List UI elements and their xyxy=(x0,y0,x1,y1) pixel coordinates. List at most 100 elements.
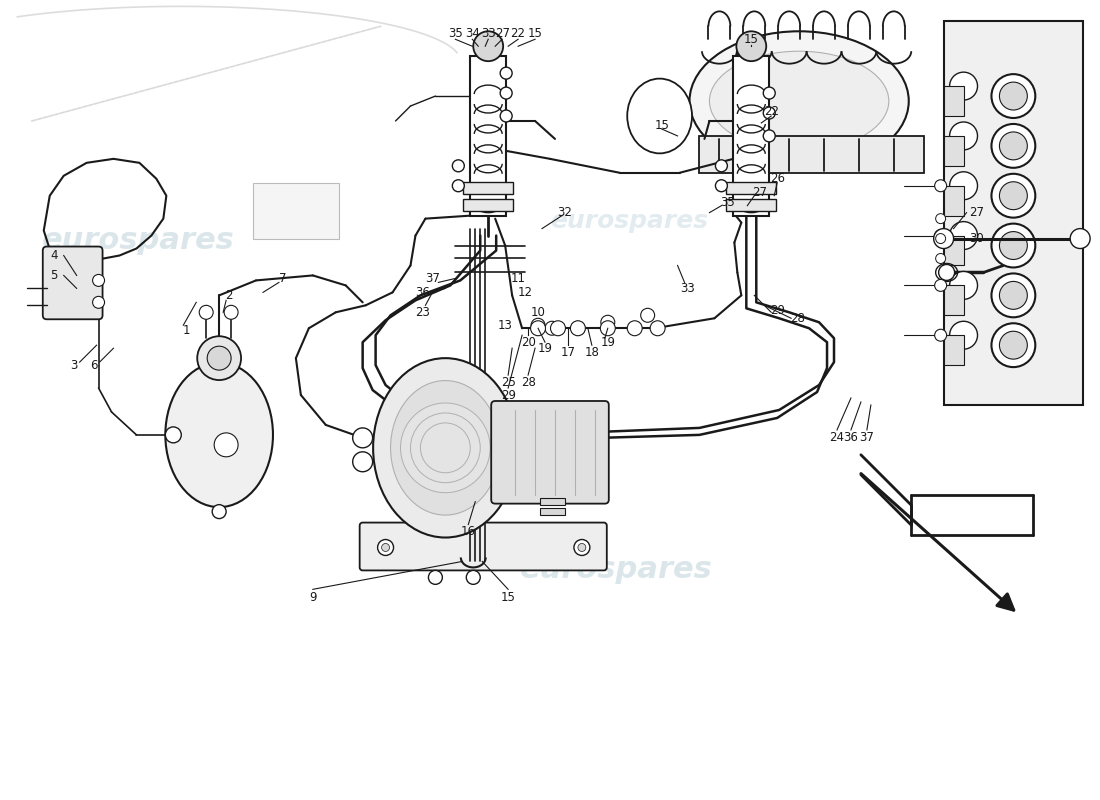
Ellipse shape xyxy=(390,381,501,515)
Polygon shape xyxy=(944,235,964,266)
Circle shape xyxy=(1000,331,1027,359)
Text: 9: 9 xyxy=(309,591,317,604)
Circle shape xyxy=(949,172,978,200)
Circle shape xyxy=(991,323,1035,367)
Text: 35: 35 xyxy=(720,196,735,209)
Circle shape xyxy=(165,427,182,443)
Text: 22: 22 xyxy=(763,105,779,118)
Polygon shape xyxy=(944,286,964,315)
Circle shape xyxy=(578,543,586,551)
FancyBboxPatch shape xyxy=(360,522,607,570)
Polygon shape xyxy=(700,136,924,173)
Text: 13: 13 xyxy=(497,318,513,332)
Polygon shape xyxy=(944,186,964,216)
Circle shape xyxy=(949,72,978,100)
Text: 1: 1 xyxy=(183,324,190,337)
Circle shape xyxy=(224,306,238,319)
Circle shape xyxy=(452,160,464,172)
Circle shape xyxy=(949,222,978,250)
Circle shape xyxy=(500,67,513,79)
Polygon shape xyxy=(944,136,964,166)
Ellipse shape xyxy=(373,358,518,538)
Circle shape xyxy=(530,321,546,336)
Circle shape xyxy=(736,31,767,61)
Ellipse shape xyxy=(690,31,909,170)
Polygon shape xyxy=(726,198,777,210)
Polygon shape xyxy=(253,182,339,238)
Circle shape xyxy=(1000,282,1027,310)
Circle shape xyxy=(92,274,104,286)
Polygon shape xyxy=(471,56,506,216)
Circle shape xyxy=(1000,182,1027,210)
Circle shape xyxy=(466,570,481,584)
Circle shape xyxy=(420,423,471,473)
Circle shape xyxy=(428,570,442,584)
Text: 17: 17 xyxy=(560,346,575,358)
Circle shape xyxy=(377,539,394,555)
Circle shape xyxy=(1070,229,1090,249)
Circle shape xyxy=(410,413,481,482)
Text: 12: 12 xyxy=(518,286,532,299)
Text: 26: 26 xyxy=(770,172,784,186)
Text: eurospares: eurospares xyxy=(42,226,234,255)
Text: 11: 11 xyxy=(510,272,526,285)
Text: 10: 10 xyxy=(530,306,546,319)
Circle shape xyxy=(500,87,513,99)
Text: 15: 15 xyxy=(654,119,669,133)
Circle shape xyxy=(991,274,1035,318)
Circle shape xyxy=(601,315,615,330)
Text: 34: 34 xyxy=(465,26,480,40)
Polygon shape xyxy=(463,182,513,194)
Circle shape xyxy=(763,87,776,99)
Circle shape xyxy=(949,271,978,299)
Circle shape xyxy=(936,234,946,243)
Polygon shape xyxy=(540,498,565,505)
Circle shape xyxy=(1000,231,1027,259)
Circle shape xyxy=(991,174,1035,218)
Text: 29: 29 xyxy=(500,389,516,402)
Text: 29: 29 xyxy=(770,304,784,317)
Text: 36: 36 xyxy=(844,431,858,444)
Text: 16: 16 xyxy=(461,525,476,538)
Circle shape xyxy=(199,306,213,319)
Circle shape xyxy=(197,336,241,380)
Circle shape xyxy=(601,321,615,336)
Circle shape xyxy=(473,31,503,61)
Text: 33: 33 xyxy=(481,26,496,40)
Circle shape xyxy=(571,322,585,335)
Circle shape xyxy=(935,330,947,342)
Text: 23: 23 xyxy=(415,306,430,319)
Circle shape xyxy=(949,322,978,349)
Text: 30: 30 xyxy=(969,232,983,245)
Circle shape xyxy=(949,122,978,150)
Text: 28: 28 xyxy=(520,375,536,389)
FancyBboxPatch shape xyxy=(492,401,608,504)
Text: 20: 20 xyxy=(520,336,536,349)
Text: 19: 19 xyxy=(601,336,615,349)
Ellipse shape xyxy=(710,51,889,151)
Circle shape xyxy=(627,321,642,336)
Circle shape xyxy=(353,452,373,472)
Circle shape xyxy=(92,296,104,308)
Circle shape xyxy=(935,279,947,291)
Text: 24: 24 xyxy=(829,431,845,444)
Polygon shape xyxy=(944,335,964,365)
Text: 19: 19 xyxy=(538,342,552,354)
Text: 4: 4 xyxy=(50,249,57,262)
Polygon shape xyxy=(944,86,964,116)
Circle shape xyxy=(935,180,947,192)
Circle shape xyxy=(574,539,590,555)
Text: 22: 22 xyxy=(510,26,526,40)
Text: 5: 5 xyxy=(50,269,57,282)
Text: 37: 37 xyxy=(859,431,874,444)
Circle shape xyxy=(214,433,238,457)
Polygon shape xyxy=(944,22,1084,405)
Circle shape xyxy=(212,505,227,518)
Circle shape xyxy=(936,254,946,263)
Polygon shape xyxy=(540,508,565,514)
Circle shape xyxy=(382,543,389,551)
Circle shape xyxy=(715,160,727,172)
Text: 27: 27 xyxy=(751,186,767,199)
Circle shape xyxy=(544,322,559,335)
Ellipse shape xyxy=(627,78,692,154)
